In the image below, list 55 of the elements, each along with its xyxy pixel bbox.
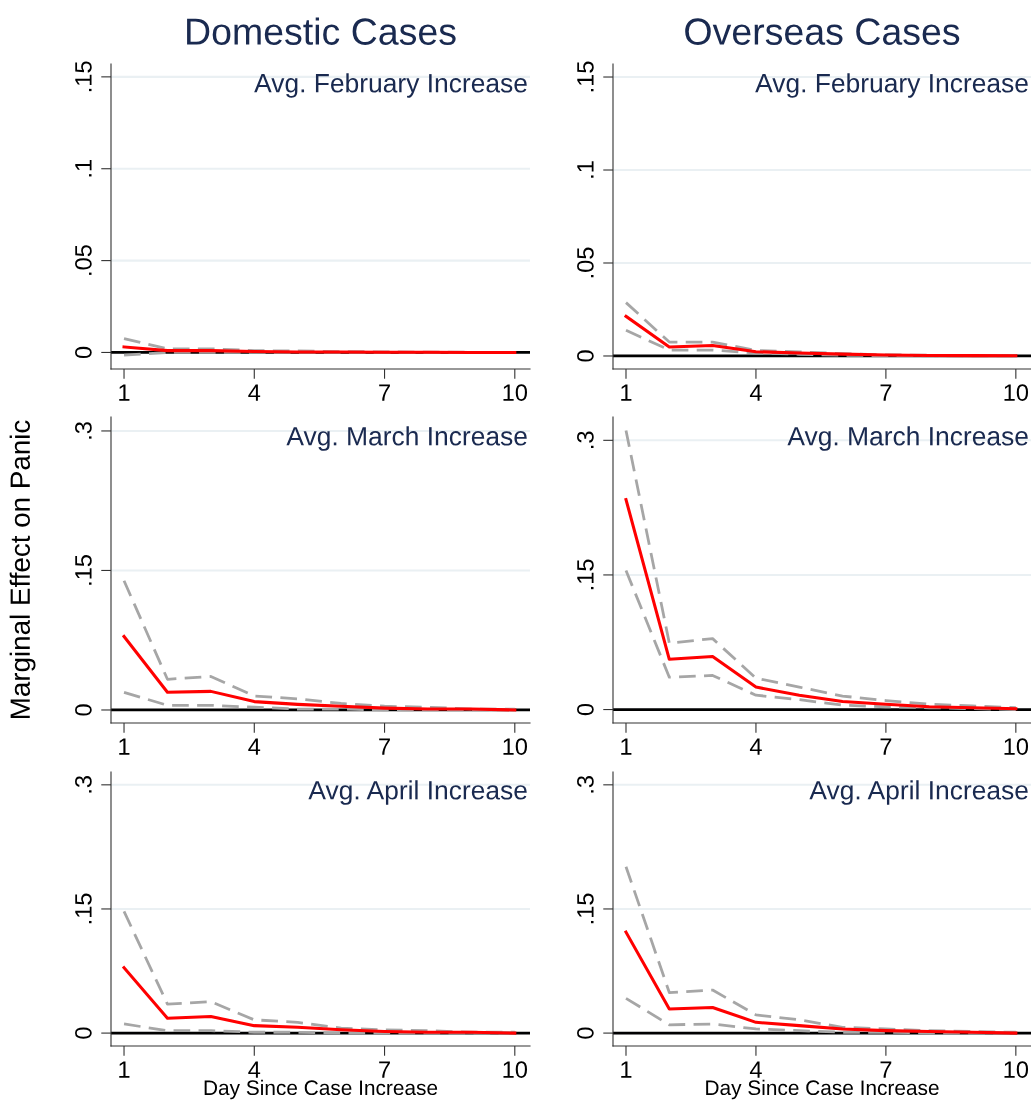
x-tick-label: 4	[749, 384, 762, 401]
y-tick-label: .15	[75, 555, 92, 585]
y-tick-label: .15	[577, 893, 594, 924]
y-tick-label: .15	[577, 61, 594, 92]
x-tick-label: 7	[880, 738, 892, 755]
chart-subtitle: Avg. April Increase	[809, 780, 1028, 805]
x-tick-label: 7	[379, 738, 390, 755]
x-tick-label: 7	[379, 384, 390, 401]
y-tick-label: .1	[75, 160, 92, 177]
y-tick-label: 0	[75, 704, 92, 716]
x-tick-label: 4	[248, 738, 261, 755]
x-tick-label: 7	[379, 1061, 390, 1078]
x-tick-label: 1	[119, 384, 130, 401]
x-tick-label: 1	[119, 1061, 130, 1078]
x-tick-label: 4	[248, 1061, 261, 1078]
x-tick-label: 7	[880, 384, 892, 401]
y-tick-label: .1	[577, 161, 594, 178]
chart-subtitle: Avg. April Increase	[308, 780, 527, 805]
y-tick-label: .3	[75, 776, 92, 793]
y-tick-label: .15	[75, 893, 92, 924]
x-tick-label: 1	[119, 738, 130, 755]
y-tick-label: .3	[577, 776, 594, 793]
y-tick-label: 0	[577, 350, 594, 362]
chart-subtitle: Avg. March Increase	[286, 426, 527, 451]
chart-subtitle: Avg. March Increase	[787, 426, 1028, 451]
chart-title: Overseas Cases	[685, 18, 960, 45]
x-tick-label: 10	[503, 738, 528, 755]
y-tick-label: 0	[75, 346, 92, 359]
x-tick-label: 4	[248, 384, 261, 401]
x-tick-label: 1	[621, 384, 632, 401]
x-tick-label: 1	[621, 1061, 632, 1078]
y-tick-label: .05	[577, 247, 594, 278]
x-tick-label: 10	[1004, 384, 1029, 401]
y-axis-title: Marginal Effect on Panic	[9, 420, 36, 719]
x-tick-label: 7	[880, 1061, 892, 1078]
x-tick-label: 10	[1004, 738, 1029, 755]
y-tick-label: .15	[577, 559, 594, 590]
y-tick-label: 0	[577, 703, 594, 716]
x-tick-label: 4	[749, 1061, 762, 1078]
chart-title: Domestic Cases	[187, 17, 456, 45]
y-tick-label: .3	[75, 422, 92, 439]
x-tick-label: 10	[503, 384, 528, 401]
x-axis-title: Day Since Case Increase	[204, 1079, 438, 1100]
chart-subtitle: Avg. February Increase	[254, 73, 527, 98]
y-tick-label: .15	[75, 61, 92, 92]
x-tick-label: 10	[503, 1061, 528, 1078]
y-tick-label: .05	[75, 245, 92, 275]
y-tick-label: 0	[577, 1027, 594, 1039]
x-tick-label: 10	[1004, 1061, 1029, 1078]
y-tick-label: 0	[75, 1027, 92, 1039]
y-tick-label: .3	[577, 431, 594, 449]
x-axis-title: Day Since Case Increase	[706, 1079, 939, 1100]
chart-subtitle: Avg. February Increase	[755, 73, 1028, 98]
x-tick-label: 1	[621, 738, 632, 755]
x-tick-label: 4	[749, 738, 762, 755]
